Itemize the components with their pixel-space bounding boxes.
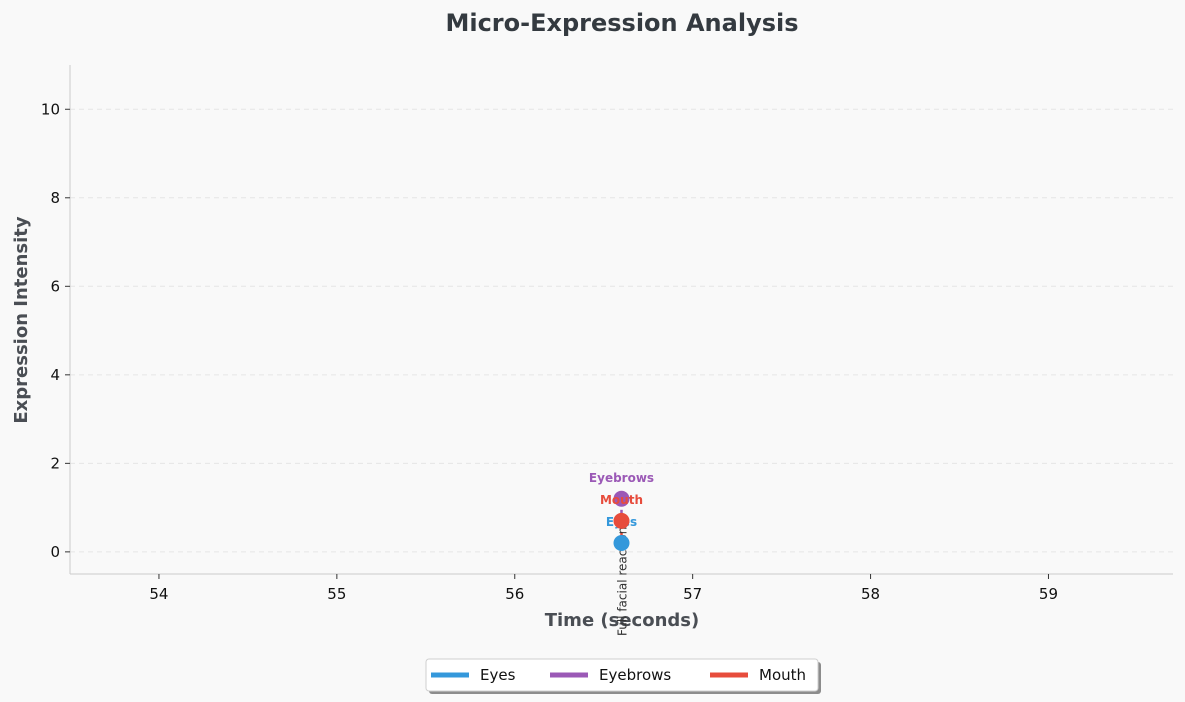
y-tick-label: 4 [50,366,60,384]
legend-label-eyes: Eyes [480,666,516,684]
x-tick-label: 58 [861,585,880,603]
chart-title: Micro-Expression Analysis [445,9,798,37]
annotation-label: Full facial reaction [616,527,630,636]
y-tick-label: 8 [50,189,60,207]
point-mouth [613,512,630,529]
y-tick-label: 0 [50,543,60,561]
legend-box [425,658,819,692]
y-axis-ticks: 0 2 4 6 8 10 [41,100,70,561]
point-label-mouth: Mouth [600,493,643,507]
legend-label-mouth: Mouth [759,666,806,684]
y-tick-label: 10 [41,100,60,118]
x-tick-label: 59 [1039,585,1058,603]
y-tick-label: 2 [50,454,60,472]
x-tick-label: 55 [327,585,346,603]
x-axis-title: Time (seconds) [545,610,700,631]
point-eyebrows [613,490,630,507]
x-tick-label: 57 [683,585,702,603]
grid-lines [70,108,1173,553]
point-eyes [613,535,630,552]
x-tick-label: 56 [505,585,524,603]
y-axis-title: Expression Intensity [11,216,32,424]
x-axis-ticks: 54 55 56 57 58 59 [149,574,1058,603]
legend-items: Eyes Eyebrows Mouth [431,666,806,684]
legend-label-eyebrows: Eyebrows [599,666,671,684]
x-tick-label: 54 [149,585,168,603]
point-label-eyebrows: Eyebrows [589,471,654,485]
y-tick-label: 6 [50,277,60,295]
legend: Eyes Eyebrows Mouth [425,658,821,694]
